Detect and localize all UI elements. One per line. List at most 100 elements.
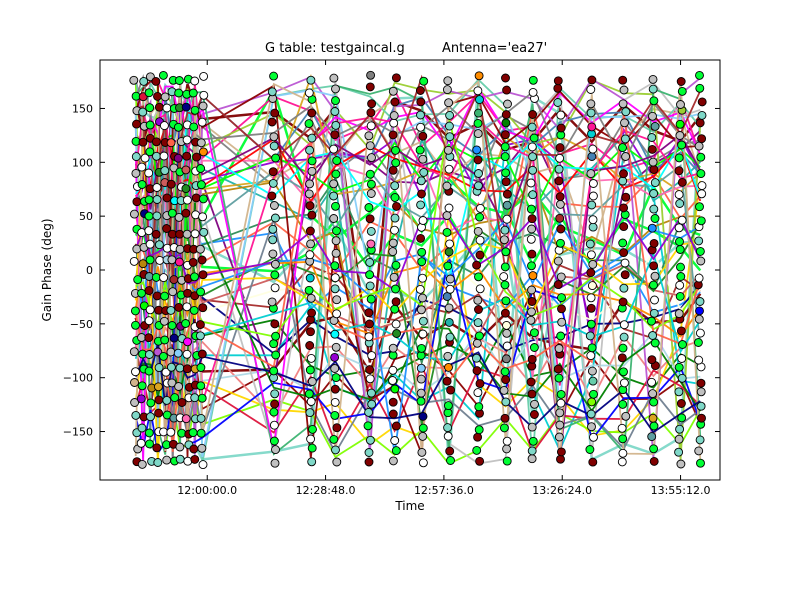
data-point: [175, 244, 185, 254]
x-tick-label: 13:26:24.0: [532, 484, 592, 497]
data-point: [151, 272, 161, 282]
data-point: [587, 366, 597, 376]
data-point: [152, 183, 162, 192]
data-point: [676, 459, 686, 469]
data-point: [268, 224, 278, 234]
data-point: [363, 421, 373, 431]
data-point: [330, 284, 340, 294]
data-point: [270, 259, 280, 269]
data-point: [196, 363, 206, 372]
data-point: [159, 121, 169, 131]
data-point: [675, 424, 685, 434]
data-point: [696, 378, 706, 388]
data-point: [162, 395, 172, 405]
data-point: [587, 75, 597, 85]
data-point: [197, 349, 207, 359]
data-point: [269, 71, 279, 81]
data-point: [586, 250, 596, 260]
data-point: [196, 428, 206, 438]
data-point: [418, 131, 428, 141]
data-point: [268, 249, 278, 259]
data-point: [618, 99, 628, 109]
data-point: [527, 422, 537, 432]
data-point: [647, 377, 657, 387]
data-point: [586, 293, 596, 303]
data-point: [556, 110, 566, 120]
data-point: [173, 122, 183, 132]
data-point: [648, 331, 658, 340]
data-point: [619, 320, 629, 330]
y-tick-label: 50: [79, 210, 93, 223]
data-point: [442, 292, 452, 301]
data-point: [526, 204, 536, 214]
data-point: [160, 92, 170, 102]
data-point: [649, 456, 659, 466]
data-point: [196, 164, 206, 173]
data-point: [304, 88, 314, 98]
data-point: [445, 132, 455, 142]
data-point: [144, 428, 154, 438]
data-point: [620, 134, 630, 144]
data-point: [528, 165, 538, 175]
data-point: [388, 376, 398, 385]
data-point: [131, 168, 141, 178]
data-point: [389, 111, 399, 121]
data-point: [649, 308, 659, 318]
data-point: [270, 108, 280, 118]
data-point: [169, 275, 179, 285]
data-point: [677, 140, 687, 150]
data-point: [416, 363, 426, 373]
data-point: [472, 445, 482, 455]
data-point: [696, 458, 705, 468]
series-line: [135, 117, 702, 343]
data-point: [650, 271, 660, 281]
data-point: [475, 250, 485, 260]
data-point: [587, 122, 597, 132]
data-point: [144, 350, 154, 359]
data-point: [527, 224, 537, 234]
data-point: [588, 144, 598, 154]
data-point: [416, 305, 426, 315]
data-point: [587, 397, 597, 407]
data-point: [417, 247, 427, 257]
data-point: [181, 414, 191, 424]
data-point: [647, 316, 656, 326]
data-point: [419, 76, 429, 86]
y-tick-label: −100: [63, 372, 93, 385]
data-point: [198, 101, 208, 111]
data-point: [588, 191, 598, 201]
data-point: [332, 156, 342, 166]
data-point: [330, 364, 340, 373]
data-point: [330, 329, 340, 339]
data-point: [696, 216, 706, 226]
data-point: [197, 393, 207, 403]
data-point: [196, 138, 206, 148]
data-point: [555, 153, 565, 163]
data-point: [620, 258, 630, 268]
data-point: [553, 98, 563, 107]
data-point: [621, 152, 631, 161]
data-point: [677, 354, 687, 363]
data-point: [503, 99, 512, 109]
data-point: [145, 103, 155, 113]
data-point: [332, 457, 342, 467]
data-point: [167, 255, 177, 265]
data-point: [556, 454, 565, 464]
data-point: [198, 194, 208, 204]
data-point: [418, 293, 427, 303]
data-point: [390, 225, 399, 235]
data-point: [475, 235, 485, 245]
data-point: [160, 291, 170, 301]
data-point: [136, 438, 146, 448]
data-point: [588, 259, 598, 269]
data-point: [694, 446, 704, 456]
data-point: [443, 401, 453, 411]
data-point: [418, 411, 428, 421]
data-point: [619, 222, 629, 232]
data-point: [137, 180, 147, 189]
data-point: [674, 166, 684, 176]
data-point: [388, 397, 398, 407]
data-point: [198, 147, 208, 157]
data-point: [158, 70, 168, 80]
data-point: [198, 270, 208, 280]
